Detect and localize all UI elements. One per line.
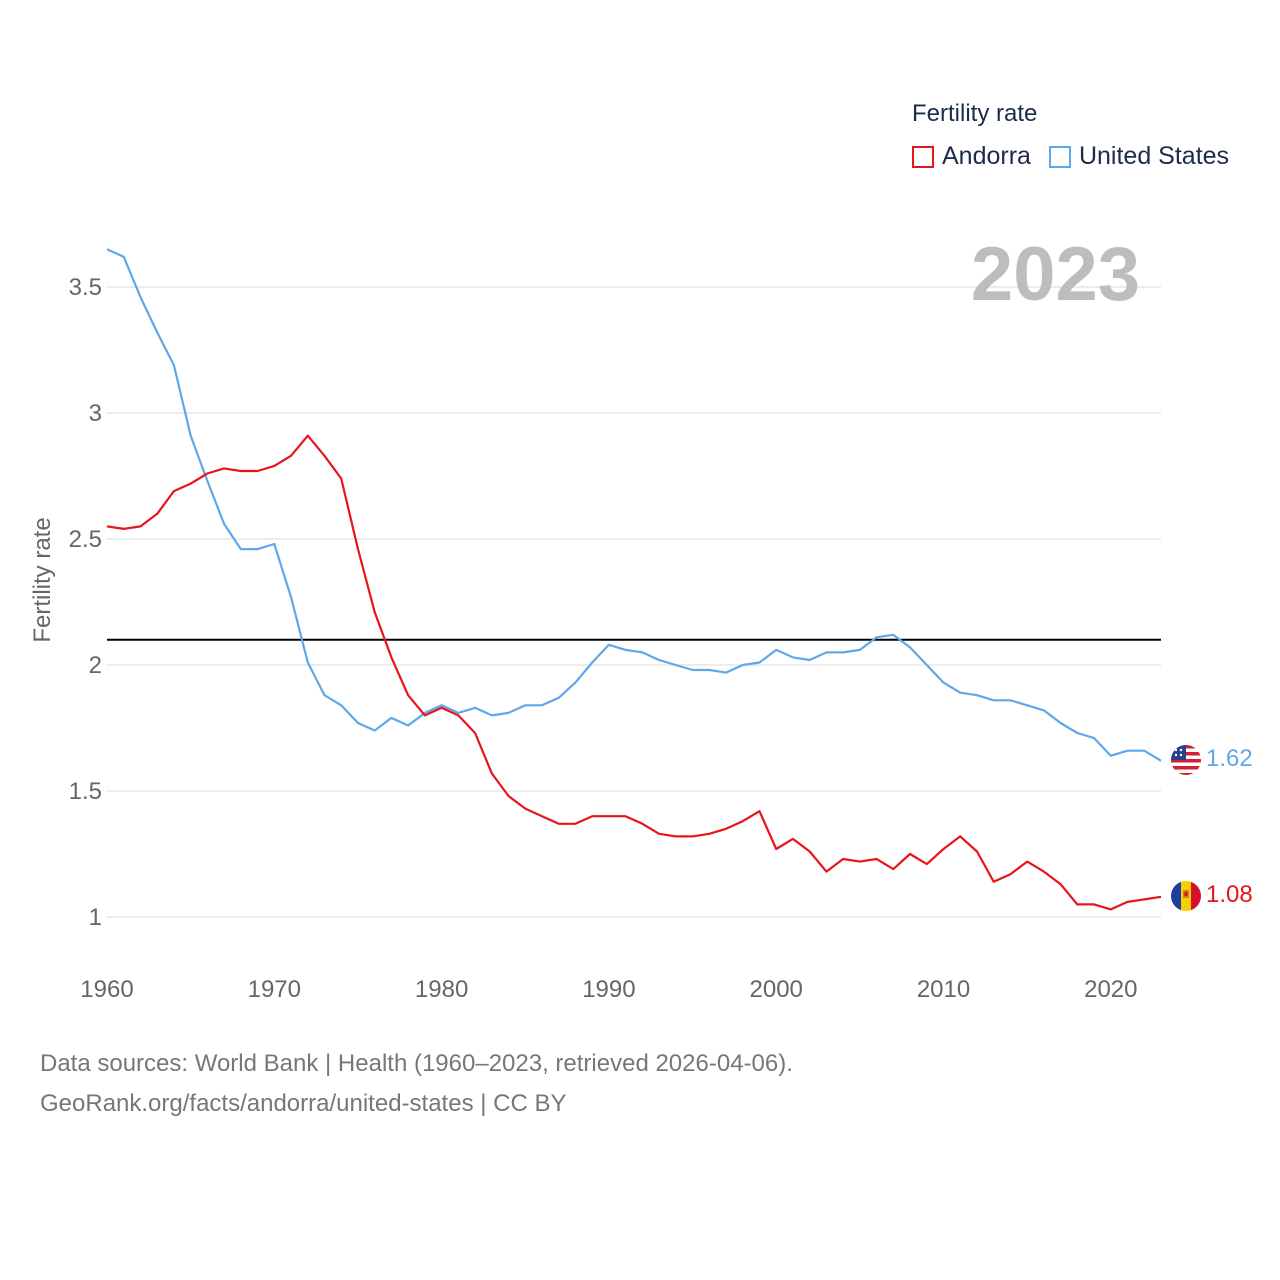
andorra-end-label: 1.08 — [1206, 881, 1253, 908]
x-tick-label: 1960 — [80, 976, 133, 1003]
legend-item-andorra[interactable]: Andorra — [912, 142, 1031, 171]
y-tick-label: 1.5 — [69, 778, 102, 805]
y-tick-label: 2.5 — [69, 526, 102, 553]
y-tick-label: 3.5 — [69, 274, 102, 301]
series-line-united-states — [106, 248, 1162, 762]
x-tick-label: 2020 — [1084, 976, 1137, 1003]
legend-label-andorra: Andorra — [942, 142, 1031, 170]
x-tick-label: 1990 — [582, 976, 635, 1003]
source-link: GeoRank.org/facts/andorra/united-states … — [40, 1090, 567, 1117]
x-tick-label: 1970 — [248, 976, 301, 1003]
y-tick-label: 1 — [89, 904, 102, 931]
flag-andorra-icon — [1171, 881, 1201, 911]
legend-label-united-states: United States — [1078, 142, 1230, 170]
legend-title: Fertility rate — [912, 100, 1038, 127]
chart: 1 1.5 2 2.5 3 3.5 1960 1970 1980 1990 2000 2010 2020… — [29, 232, 1253, 1003]
data-sources: Data sources: World Bank | Health (1960–… — [40, 1050, 793, 1077]
footer: Data sources: World Bank | Health (1960–… — [40, 1044, 793, 1124]
legend-swatch-united-states — [1048, 145, 1071, 168]
flag-us-icon — [1171, 745, 1201, 775]
series-line-andorra — [106, 434, 1162, 911]
y-tick-label: 2 — [89, 652, 102, 679]
legend-item-united-states[interactable]: United States — [1048, 142, 1230, 171]
legend: Andorra United States — [912, 142, 1247, 171]
x-tick-label: 2010 — [917, 976, 970, 1003]
y-tick-label: 3 — [89, 400, 102, 427]
us-end-label: 1.62 — [1206, 745, 1253, 772]
x-tick-label: 1980 — [415, 976, 468, 1003]
y-axis-label: Fertility rate — [29, 517, 56, 642]
x-tick-label: 2000 — [750, 976, 803, 1003]
year-watermark: 2023 — [971, 232, 1140, 317]
legend-swatch-andorra — [912, 145, 934, 168]
